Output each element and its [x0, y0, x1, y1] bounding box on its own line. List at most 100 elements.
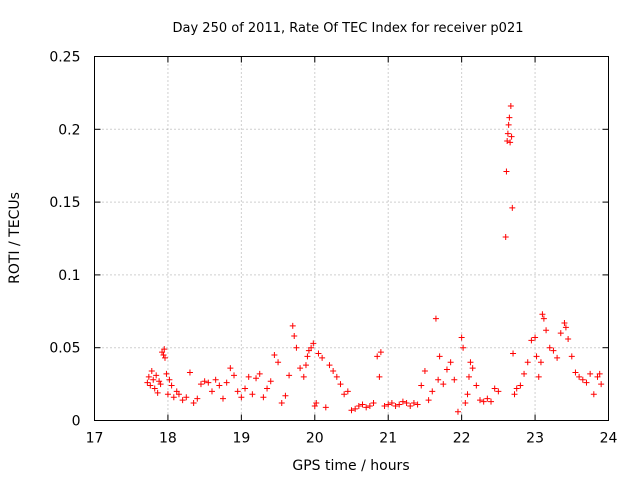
data-point [583, 379, 590, 386]
data-point [484, 395, 491, 402]
data-point [333, 373, 340, 380]
data-point [410, 400, 417, 407]
data-point [385, 401, 392, 408]
data-point [513, 385, 520, 392]
data-point [150, 376, 157, 383]
data-point [148, 367, 155, 374]
data-point [454, 408, 461, 415]
data-point [477, 397, 483, 404]
data-point [275, 359, 282, 366]
data-point [488, 398, 495, 405]
data-point [271, 351, 278, 358]
data-point [359, 401, 366, 408]
data-point [524, 359, 531, 366]
y-tick-label: 0.2 [58, 122, 80, 138]
y-tick-label: 0.15 [49, 195, 80, 211]
data-point [377, 349, 384, 356]
data-point [344, 388, 351, 395]
data-point [403, 400, 410, 407]
data-point [278, 400, 285, 407]
data-point [562, 324, 569, 331]
data-point [590, 391, 597, 398]
data-point [528, 337, 535, 344]
data-point [319, 354, 326, 361]
data-point [197, 381, 204, 388]
x-tick-label: 21 [379, 431, 397, 447]
y-axis-label: ROTI / TECUs [7, 192, 23, 284]
data-point [465, 373, 472, 380]
data-point [170, 394, 177, 401]
data-point [464, 391, 471, 398]
data-point [579, 376, 586, 383]
data-point [370, 400, 377, 407]
data-point [381, 402, 388, 409]
data-point [596, 370, 603, 377]
data-point [550, 347, 557, 354]
data-point [587, 370, 594, 377]
data-point [293, 344, 300, 351]
axis-ticks [94, 56, 609, 421]
data-point [491, 385, 498, 392]
data-point [205, 379, 212, 386]
data-point [561, 319, 568, 326]
grid-lines [94, 56, 609, 421]
data-point [282, 392, 289, 399]
x-tick-label: 20 [306, 431, 324, 447]
data-point [308, 344, 315, 351]
data-point [245, 373, 252, 380]
data-point [546, 344, 553, 351]
data-point [253, 375, 260, 382]
data-point [201, 378, 208, 385]
data-point [220, 395, 226, 402]
data-point [304, 353, 311, 360]
data-point [421, 367, 428, 374]
x-tick-label: 22 [453, 431, 471, 447]
data-point [517, 382, 524, 389]
data-point [355, 402, 362, 409]
data-point [264, 385, 271, 392]
data-point [535, 373, 542, 380]
data-point [435, 376, 442, 383]
data-point [557, 330, 564, 337]
y-tick-label: 0.25 [49, 50, 80, 66]
data-point [212, 376, 219, 383]
data-point [432, 315, 439, 322]
data-point [533, 353, 540, 360]
data-point [186, 369, 193, 376]
data-point [414, 401, 421, 408]
data-point [376, 373, 383, 380]
x-tick-label: 23 [526, 431, 544, 447]
data-point [510, 350, 517, 357]
data-point [267, 378, 274, 385]
y-tick-label: 0.1 [58, 268, 80, 284]
y-tick-label: 0 [72, 414, 81, 430]
data-point [399, 398, 406, 405]
data-point [504, 130, 511, 137]
data-point [315, 350, 322, 357]
data-point [161, 346, 168, 353]
data-point [151, 385, 158, 392]
data-point [322, 404, 329, 411]
data-point [313, 400, 320, 407]
data-point [572, 369, 579, 376]
data-point [440, 381, 447, 388]
x-tick-label: 19 [232, 431, 250, 447]
chart-title: Day 250 of 2011, Rate Of TEC Index for r… [173, 21, 524, 36]
data-point [451, 376, 458, 383]
data-point [396, 401, 403, 408]
data-point [532, 334, 539, 341]
data-point [458, 334, 465, 341]
data-point [166, 376, 173, 383]
data-point [554, 354, 561, 361]
data-point [175, 391, 182, 398]
data-point [568, 353, 575, 360]
data-point [447, 359, 454, 366]
data-point [216, 382, 223, 389]
data-point [462, 400, 469, 407]
data-point [256, 370, 263, 377]
data-point [145, 373, 152, 380]
data-points [144, 103, 605, 415]
data-point [507, 139, 514, 146]
data-point [223, 379, 230, 386]
